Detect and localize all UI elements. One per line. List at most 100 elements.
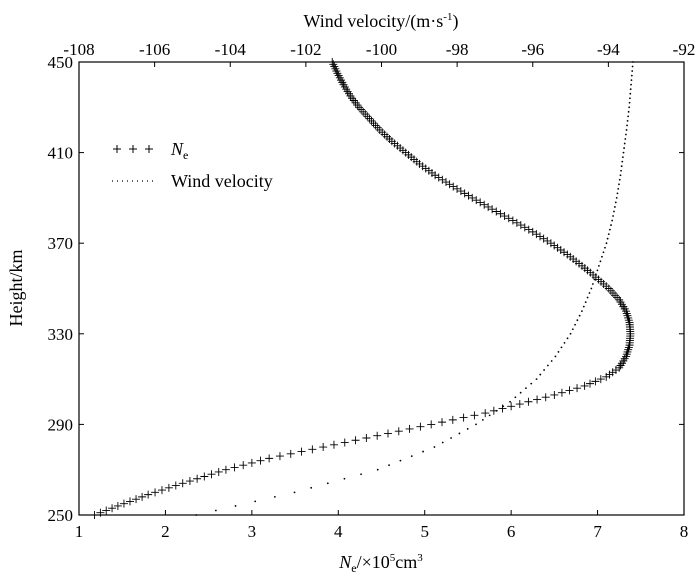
wind-velocity-point (623, 142, 626, 145)
x-top-tick-label: -92 (673, 40, 696, 59)
wind-velocity-point (591, 283, 594, 285)
wind-velocity-point (602, 251, 605, 254)
wind-velocity-point (310, 486, 313, 489)
ne-point (520, 223, 529, 232)
wind-velocity-point (360, 473, 362, 476)
ne-point (625, 318, 634, 327)
ne-point (221, 465, 230, 474)
wind-velocity-point (530, 382, 533, 385)
wind-velocity-point (627, 115, 630, 118)
wind-velocity-point (610, 224, 612, 226)
ne-point (371, 121, 380, 130)
x-axis-top-label: Wind velocity/(m·s-1) (304, 11, 459, 32)
legend-wind-label: Wind velocity (171, 171, 273, 191)
ne-point (528, 227, 537, 236)
ne-point (349, 96, 358, 105)
y-tick-label: 290 (48, 415, 74, 434)
wind-velocity-point (623, 147, 626, 149)
ne-point (340, 438, 349, 447)
ne-point (472, 196, 481, 205)
ne-point (459, 413, 468, 422)
ne-point (622, 309, 631, 318)
ne-point (239, 461, 248, 470)
ne-point (492, 207, 501, 216)
y-axis-label: Height/km (6, 250, 26, 327)
ne-point (557, 388, 566, 397)
y-tick-label: 250 (48, 506, 74, 525)
x-top-tick-label: -94 (597, 40, 620, 59)
series-wind-velocity (195, 61, 634, 516)
wind-velocity-point (581, 310, 583, 313)
wind-velocity-point (627, 110, 630, 113)
wind-velocity-point (590, 287, 593, 290)
x-top-tick-label: -102 (290, 40, 321, 59)
ne-point (480, 200, 489, 209)
wind-velocity-point (616, 192, 619, 195)
ne-point (185, 477, 194, 486)
series-ne (90, 58, 635, 519)
wind-velocity-point (631, 70, 634, 72)
wind-velocity-point (422, 450, 424, 453)
wind-velocity-point (543, 369, 545, 371)
x-top-tick-label: -100 (366, 40, 397, 59)
wind-velocity-point (620, 165, 623, 168)
wind-velocity-point (621, 156, 624, 159)
ne-point (275, 452, 284, 461)
axis-ticks: 1 2 3 4 5 6 7 8 -108 -106 -104 -102 -100 -98 -96 -94 -92… (48, 40, 696, 541)
ne-point (508, 216, 517, 225)
ne-point (373, 431, 382, 440)
ne-point (591, 377, 600, 386)
wind-velocity-point (621, 160, 624, 163)
ne-point (102, 506, 111, 515)
wind-velocity-point (571, 328, 574, 331)
ne-point (351, 436, 360, 445)
x-top-tick-label: -106 (139, 40, 170, 59)
ne-point (363, 112, 372, 121)
ne-point (125, 497, 134, 506)
ne-point (468, 193, 477, 202)
wind-velocity-point (614, 201, 617, 204)
legend: Ne Wind velocity (112, 139, 273, 191)
ne-point (488, 205, 497, 214)
wind-velocity-point (612, 215, 614, 217)
ne-point (247, 458, 256, 467)
wind-velocity-point (613, 206, 616, 208)
wind-velocity-point (535, 378, 538, 380)
wind-velocity-point (576, 319, 579, 322)
ne-point (515, 400, 524, 409)
wind-velocity-point (376, 468, 379, 471)
wind-velocity-point (628, 106, 631, 109)
wind-velocity-point (598, 264, 600, 267)
wind-velocity-point (632, 61, 634, 63)
ne-point (445, 180, 454, 189)
ne-point (596, 375, 605, 384)
wind-velocity-point (613, 210, 615, 213)
wind-velocity-point (629, 97, 631, 100)
ne-point (405, 424, 414, 433)
wind-velocity-point (628, 101, 631, 104)
ne-point (524, 225, 533, 234)
legend-ne-label: Ne (170, 139, 188, 162)
wind-velocity-point (509, 400, 511, 403)
ne-point (624, 343, 633, 352)
ne-point (230, 463, 239, 472)
y-tick-label: 330 (48, 325, 74, 344)
ne-point (453, 184, 462, 193)
ne-point (536, 232, 545, 241)
ne-point (476, 198, 485, 207)
wind-velocity-point (214, 509, 217, 512)
wind-velocity-point (629, 88, 632, 91)
ne-point (351, 98, 360, 107)
legend-ne-marker (113, 145, 153, 153)
ne-point (484, 202, 493, 211)
ne-point (369, 119, 378, 128)
wind-velocity-point (273, 495, 276, 498)
wind-velocity-point (441, 441, 444, 444)
ne-point (456, 187, 465, 196)
wind-velocity-point (630, 79, 633, 82)
ne-point (624, 313, 633, 322)
wind-velocity-point (625, 129, 628, 131)
ne-point (611, 291, 620, 300)
ne-point (556, 245, 565, 254)
